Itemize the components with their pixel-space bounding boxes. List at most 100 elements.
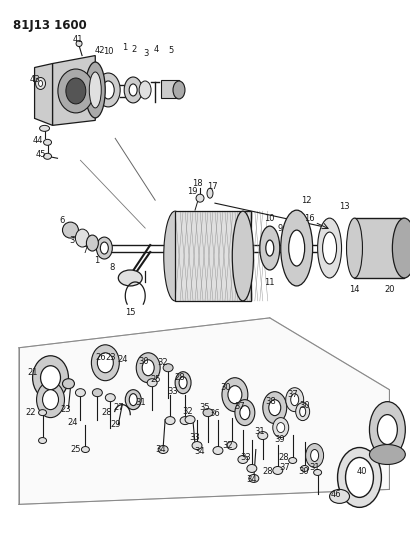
Text: 35: 35	[200, 403, 210, 412]
Text: 30: 30	[221, 383, 231, 392]
Ellipse shape	[147, 379, 157, 386]
Ellipse shape	[273, 466, 283, 474]
Text: 31: 31	[135, 398, 145, 407]
Ellipse shape	[41, 366, 60, 390]
Polygon shape	[35, 63, 53, 125]
Text: 3: 3	[143, 49, 149, 58]
Text: 41: 41	[72, 35, 83, 44]
Ellipse shape	[66, 78, 86, 104]
Ellipse shape	[85, 62, 105, 118]
Ellipse shape	[118, 270, 142, 286]
Ellipse shape	[232, 211, 254, 301]
Ellipse shape	[81, 447, 90, 453]
Ellipse shape	[185, 416, 195, 424]
Ellipse shape	[289, 457, 297, 464]
Ellipse shape	[196, 194, 204, 202]
Text: 19: 19	[187, 187, 197, 196]
Text: 32: 32	[183, 407, 193, 416]
Text: 6: 6	[60, 216, 65, 224]
Ellipse shape	[76, 229, 90, 247]
Ellipse shape	[323, 232, 337, 264]
Ellipse shape	[337, 448, 381, 507]
Ellipse shape	[281, 210, 313, 286]
Text: 1: 1	[122, 43, 128, 52]
Text: 28: 28	[278, 453, 289, 462]
Text: 15: 15	[125, 309, 136, 317]
Ellipse shape	[228, 386, 242, 403]
Text: 33: 33	[189, 433, 201, 442]
Bar	[355, 218, 404, 278]
Ellipse shape	[76, 41, 82, 46]
Ellipse shape	[266, 240, 274, 256]
Ellipse shape	[92, 389, 102, 397]
Ellipse shape	[286, 387, 304, 411]
Text: 25: 25	[70, 445, 81, 454]
Ellipse shape	[32, 356, 69, 400]
Text: 29: 29	[110, 420, 120, 429]
Text: 12: 12	[301, 196, 312, 205]
Text: 34: 34	[195, 447, 206, 456]
Ellipse shape	[105, 394, 115, 402]
Text: 23: 23	[105, 353, 115, 362]
Ellipse shape	[136, 353, 160, 383]
Ellipse shape	[300, 407, 306, 417]
Text: 34: 34	[247, 475, 257, 484]
Ellipse shape	[163, 364, 173, 372]
Text: 26: 26	[95, 353, 106, 362]
Text: 44: 44	[32, 136, 43, 145]
Ellipse shape	[86, 235, 98, 251]
Text: 7: 7	[83, 246, 88, 255]
Text: 9: 9	[277, 224, 282, 232]
Ellipse shape	[129, 84, 137, 96]
Ellipse shape	[89, 72, 101, 108]
Ellipse shape	[269, 400, 281, 416]
Text: 28: 28	[101, 408, 112, 417]
Text: 10: 10	[103, 47, 113, 56]
Text: 33: 33	[168, 387, 178, 396]
Ellipse shape	[58, 69, 94, 113]
Ellipse shape	[314, 470, 321, 475]
Text: 5: 5	[169, 46, 173, 55]
Ellipse shape	[235, 400, 255, 425]
Text: 27: 27	[113, 403, 124, 412]
Ellipse shape	[227, 441, 237, 449]
Text: 10: 10	[265, 214, 275, 223]
Ellipse shape	[175, 372, 191, 394]
Text: 24: 24	[67, 418, 78, 427]
Ellipse shape	[258, 432, 268, 440]
Text: 28: 28	[175, 373, 185, 382]
Text: 16: 16	[304, 214, 315, 223]
Text: 14: 14	[349, 286, 360, 294]
Ellipse shape	[311, 449, 319, 462]
Text: 30: 30	[299, 401, 310, 410]
Ellipse shape	[238, 456, 248, 464]
Text: 45: 45	[35, 150, 46, 159]
Ellipse shape	[125, 390, 141, 410]
Text: 21: 21	[28, 368, 38, 377]
Polygon shape	[18, 318, 389, 504]
Bar	[175, 211, 251, 301]
Text: 23: 23	[60, 405, 71, 414]
Ellipse shape	[139, 81, 151, 99]
Ellipse shape	[37, 382, 65, 417]
Text: 33: 33	[240, 453, 251, 462]
Ellipse shape	[39, 410, 46, 416]
Ellipse shape	[158, 446, 168, 454]
Polygon shape	[53, 55, 95, 125]
Ellipse shape	[222, 378, 248, 411]
Ellipse shape	[76, 389, 85, 397]
Ellipse shape	[96, 237, 112, 259]
Ellipse shape	[62, 379, 74, 389]
Text: 42: 42	[95, 46, 106, 55]
Text: 37: 37	[279, 463, 290, 472]
Ellipse shape	[39, 438, 46, 443]
Ellipse shape	[393, 218, 411, 278]
Ellipse shape	[273, 417, 289, 438]
Ellipse shape	[277, 423, 285, 433]
Ellipse shape	[192, 441, 202, 449]
Ellipse shape	[263, 392, 287, 424]
Ellipse shape	[369, 402, 405, 457]
Bar	[161, 80, 179, 98]
Text: 25: 25	[150, 375, 160, 384]
Ellipse shape	[124, 77, 142, 103]
